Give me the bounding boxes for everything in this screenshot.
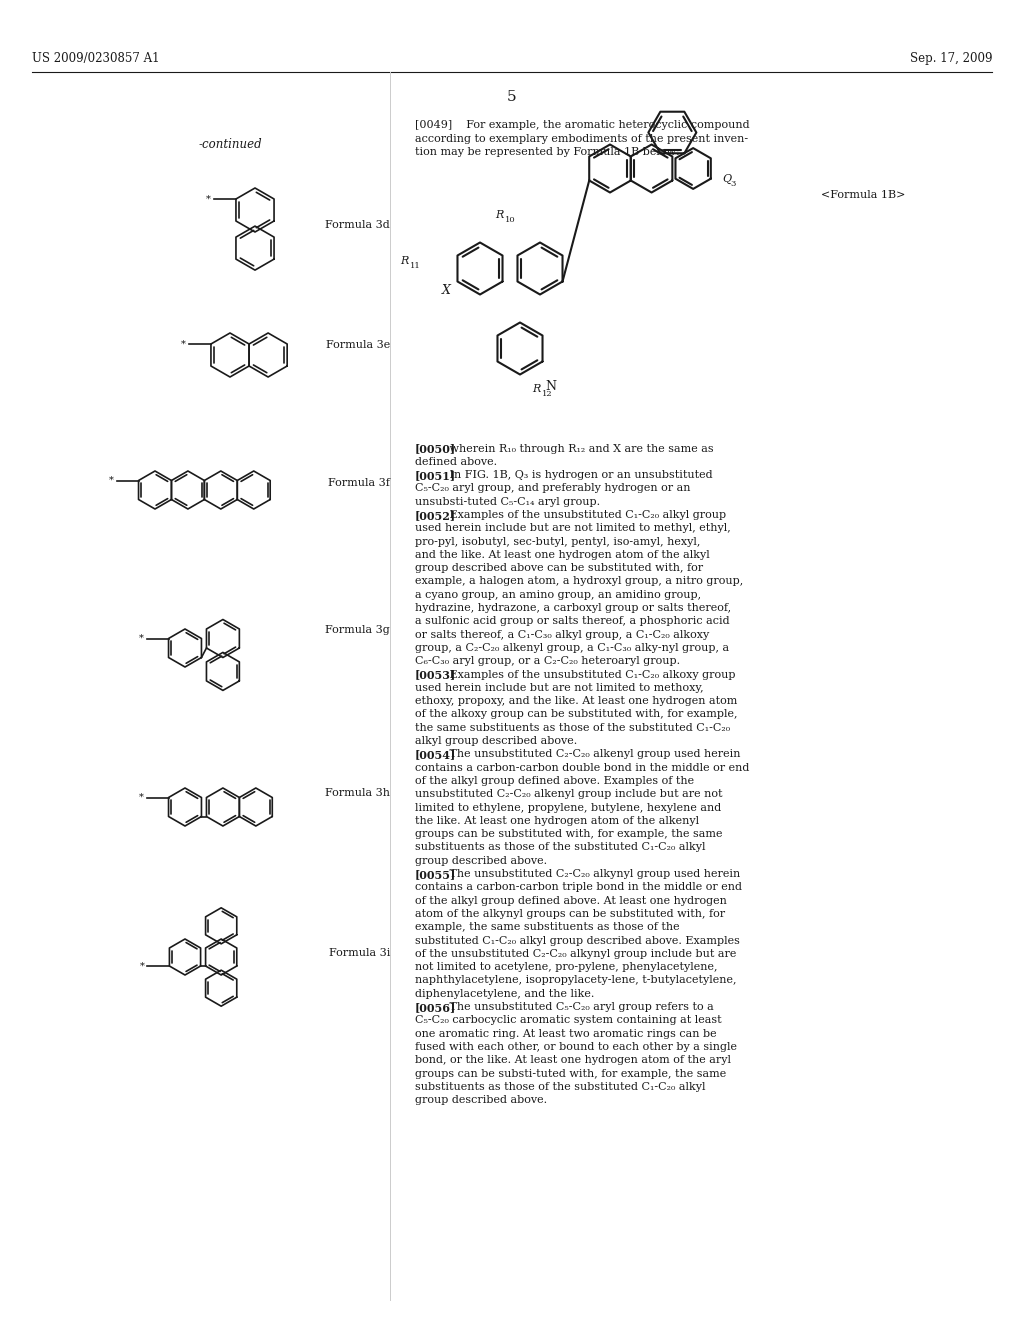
Text: 11: 11	[410, 263, 421, 271]
Text: pro-pyl, isobutyl, sec-butyl, pentyl, iso-amyl, hexyl,: pro-pyl, isobutyl, sec-butyl, pentyl, is…	[415, 537, 700, 546]
Text: [0050]: [0050]	[415, 444, 456, 454]
Text: naphthylacetylene, isopropylacety-lene, t-butylacetylene,: naphthylacetylene, isopropylacety-lene, …	[415, 975, 736, 986]
Text: -continued: -continued	[199, 139, 262, 150]
Text: ethoxy, propoxy, and the like. At least one hydrogen atom: ethoxy, propoxy, and the like. At least …	[415, 696, 737, 706]
Text: group described above.: group described above.	[415, 1096, 547, 1105]
Text: wherein R₁₀ through R₁₂ and X are the same as: wherein R₁₀ through R₁₂ and X are the sa…	[446, 444, 714, 454]
Text: *: *	[206, 194, 211, 203]
Text: of the unsubstituted C₂-C₂₀ alkynyl group include but are: of the unsubstituted C₂-C₂₀ alkynyl grou…	[415, 949, 736, 958]
Text: substituents as those of the substituted C₁-C₂₀ alkyl: substituents as those of the substituted…	[415, 1082, 706, 1092]
Text: and the like. At least one hydrogen atom of the alkyl: and the like. At least one hydrogen atom…	[415, 550, 710, 560]
Text: of the alkoxy group can be substituted with, for example,: of the alkoxy group can be substituted w…	[415, 709, 737, 719]
Text: C₅-C₂₀ carbocyclic aromatic system containing at least: C₅-C₂₀ carbocyclic aromatic system conta…	[415, 1015, 722, 1026]
Text: X: X	[442, 284, 451, 297]
Text: or salts thereof, a C₁-C₃₀ alkyl group, a C₁-C₂₀ alkoxy: or salts thereof, a C₁-C₃₀ alkyl group, …	[415, 630, 710, 640]
Text: of the alkyl group defined above. Examples of the: of the alkyl group defined above. Exampl…	[415, 776, 694, 785]
Text: contains a carbon-carbon triple bond in the middle or end: contains a carbon-carbon triple bond in …	[415, 882, 742, 892]
Text: 10: 10	[505, 216, 516, 224]
Text: [0056]: [0056]	[415, 1002, 457, 1012]
Text: diphenylacetylene, and the like.: diphenylacetylene, and the like.	[415, 989, 594, 999]
Text: 5: 5	[507, 90, 517, 104]
Text: substituents as those of the substituted C₁-C₂₀ alkyl: substituents as those of the substituted…	[415, 842, 706, 853]
Text: The unsubstituted C₂-C₂₀ alkynyl group used herein: The unsubstituted C₂-C₂₀ alkynyl group u…	[446, 869, 740, 879]
Text: substituted C₁-C₂₀ alkyl group described above. Examples: substituted C₁-C₂₀ alkyl group described…	[415, 936, 740, 945]
Text: Formula 3e: Formula 3e	[326, 341, 390, 350]
Text: atom of the alkynyl groups can be substituted with, for: atom of the alkynyl groups can be substi…	[415, 909, 725, 919]
Text: example, a halogen atom, a hydroxyl group, a nitro group,: example, a halogen atom, a hydroxyl grou…	[415, 577, 743, 586]
Text: used herein include but are not limited to methyl, ethyl,: used herein include but are not limited …	[415, 523, 731, 533]
Text: [0053]: [0053]	[415, 669, 457, 681]
Text: according to exemplary embodiments of the present inven-: according to exemplary embodiments of th…	[415, 133, 749, 144]
Text: Formula 3f: Formula 3f	[328, 478, 390, 488]
Text: N: N	[545, 380, 556, 392]
Text: R: R	[400, 256, 409, 267]
Text: unsubsti-tuted C₅-C₁₄ aryl group.: unsubsti-tuted C₅-C₁₄ aryl group.	[415, 496, 600, 507]
Text: groups can be substi-tuted with, for example, the same: groups can be substi-tuted with, for exa…	[415, 1069, 726, 1078]
Text: <Formula 1B>: <Formula 1B>	[820, 190, 905, 201]
Text: example, the same substituents as those of the: example, the same substituents as those …	[415, 923, 680, 932]
Text: [0052]: [0052]	[415, 510, 456, 521]
Text: The unsubstituted C₂-C₂₀ alkenyl group used herein: The unsubstituted C₂-C₂₀ alkenyl group u…	[446, 750, 740, 759]
Text: [0055]: [0055]	[415, 869, 457, 880]
Text: one aromatic ring. At least two aromatic rings can be: one aromatic ring. At least two aromatic…	[415, 1028, 717, 1039]
Text: Formula 3d: Formula 3d	[326, 220, 390, 230]
Text: fused with each other, or bound to each other by a single: fused with each other, or bound to each …	[415, 1041, 737, 1052]
Text: defined above.: defined above.	[415, 457, 497, 467]
Text: *: *	[181, 339, 186, 348]
Text: Examples of the unsubstituted C₁-C₂₀ alkoxy group: Examples of the unsubstituted C₁-C₂₀ alk…	[446, 669, 735, 680]
Text: hydrazine, hydrazone, a carboxyl group or salts thereof,: hydrazine, hydrazone, a carboxyl group o…	[415, 603, 731, 612]
Text: C₅-C₂₀ aryl group, and preferably hydrogen or an: C₅-C₂₀ aryl group, and preferably hydrog…	[415, 483, 690, 494]
Text: Sep. 17, 2009: Sep. 17, 2009	[909, 51, 992, 65]
Text: 12: 12	[542, 389, 553, 397]
Text: Q: Q	[722, 173, 731, 183]
Text: unsubstituted C₂-C₂₀ alkenyl group include but are not: unsubstituted C₂-C₂₀ alkenyl group inclu…	[415, 789, 723, 800]
Text: groups can be substituted with, for example, the same: groups can be substituted with, for exam…	[415, 829, 723, 840]
Text: the same substituents as those of the substituted C₁-C₂₀: the same substituents as those of the su…	[415, 723, 730, 733]
Text: R: R	[495, 210, 504, 220]
Text: Formula 3h: Formula 3h	[325, 788, 390, 799]
Text: limited to ethylene, propylene, butylene, hexylene and: limited to ethylene, propylene, butylene…	[415, 803, 721, 813]
Text: US 2009/0230857 A1: US 2009/0230857 A1	[32, 51, 160, 65]
Text: *: *	[139, 961, 144, 970]
Text: group, a C₂-C₂₀ alkenyl group, a C₁-C₃₀ alky-nyl group, a: group, a C₂-C₂₀ alkenyl group, a C₁-C₃₀ …	[415, 643, 729, 653]
Text: *: *	[138, 634, 143, 643]
Text: [0049]    For example, the aromatic heterocyclic compound: [0049] For example, the aromatic heteroc…	[415, 120, 750, 129]
Text: used herein include but are not limited to methoxy,: used herein include but are not limited …	[415, 682, 703, 693]
Text: a cyano group, an amino group, an amidino group,: a cyano group, an amino group, an amidin…	[415, 590, 701, 599]
Text: tion may be represented by Formula 1B below:: tion may be represented by Formula 1B be…	[415, 147, 680, 157]
Text: [0054]: [0054]	[415, 750, 457, 760]
Text: 3: 3	[730, 180, 735, 187]
Text: *: *	[109, 477, 114, 484]
Text: In FIG. 1B, Q₃ is hydrogen or an unsubstituted: In FIG. 1B, Q₃ is hydrogen or an unsubst…	[446, 470, 713, 480]
Text: alkyl group described above.: alkyl group described above.	[415, 737, 578, 746]
Text: group described above can be substituted with, for: group described above can be substituted…	[415, 564, 703, 573]
Text: Examples of the unsubstituted C₁-C₂₀ alkyl group: Examples of the unsubstituted C₁-C₂₀ alk…	[446, 510, 726, 520]
Text: contains a carbon-carbon double bond in the middle or end: contains a carbon-carbon double bond in …	[415, 763, 750, 772]
Text: the like. At least one hydrogen atom of the alkenyl: the like. At least one hydrogen atom of …	[415, 816, 699, 826]
Text: of the alkyl group defined above. At least one hydrogen: of the alkyl group defined above. At lea…	[415, 896, 727, 906]
Text: Formula 3i: Formula 3i	[329, 948, 390, 958]
Text: C₆-C₃₀ aryl group, or a C₂-C₂₀ heteroaryl group.: C₆-C₃₀ aryl group, or a C₂-C₂₀ heteroary…	[415, 656, 680, 667]
Text: The unsubstituted C₅-C₂₀ aryl group refers to a: The unsubstituted C₅-C₂₀ aryl group refe…	[446, 1002, 714, 1012]
Text: bond, or the like. At least one hydrogen atom of the aryl: bond, or the like. At least one hydrogen…	[415, 1055, 731, 1065]
Text: [0051]: [0051]	[415, 470, 456, 480]
Text: Formula 3g: Formula 3g	[326, 624, 390, 635]
Text: R: R	[532, 384, 541, 393]
Text: not limited to acetylene, pro-pylene, phenylacetylene,: not limited to acetylene, pro-pylene, ph…	[415, 962, 718, 973]
Text: *: *	[138, 793, 143, 803]
Text: a sulfonic acid group or salts thereof, a phosphoric acid: a sulfonic acid group or salts thereof, …	[415, 616, 730, 627]
Text: group described above.: group described above.	[415, 855, 547, 866]
